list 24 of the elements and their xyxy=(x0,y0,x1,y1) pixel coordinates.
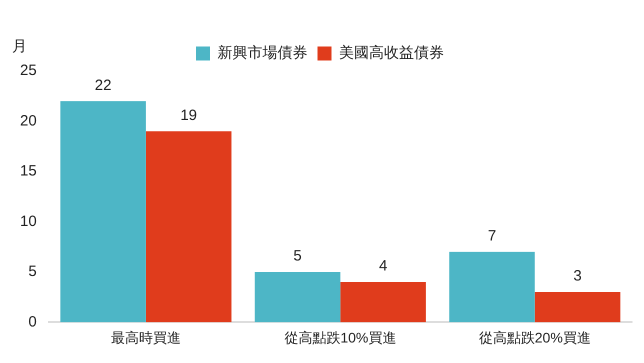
data-label: 19 xyxy=(180,106,198,124)
data-label: 5 xyxy=(293,248,302,265)
legend-label: 新興市場債券 xyxy=(218,44,308,62)
y-tick-label: 0 xyxy=(28,313,37,330)
bar xyxy=(146,131,232,322)
x-tick-label: 從高點跌20%買進 xyxy=(478,329,591,346)
y-tick-label: 20 xyxy=(20,112,37,130)
bar xyxy=(254,272,340,322)
y-tick-label: 10 xyxy=(20,212,37,230)
x-tick-label: 從高點跌10%買進 xyxy=(284,329,396,346)
data-label: 3 xyxy=(573,268,582,285)
y-tick-label: 25 xyxy=(20,62,37,80)
legend-label: 美國高收益債券 xyxy=(339,44,444,62)
bar xyxy=(449,252,535,322)
y-axis-title: 月 xyxy=(12,38,27,56)
bar xyxy=(534,292,620,322)
y-tick-label: 15 xyxy=(20,162,37,180)
bar xyxy=(60,101,146,322)
bar xyxy=(340,282,426,322)
data-label: 22 xyxy=(94,76,112,94)
data-label: 7 xyxy=(488,228,496,245)
y-tick-label: 5 xyxy=(28,263,37,280)
data-label: 4 xyxy=(378,258,388,275)
x-tick-label: 最高時買進 xyxy=(110,329,181,346)
